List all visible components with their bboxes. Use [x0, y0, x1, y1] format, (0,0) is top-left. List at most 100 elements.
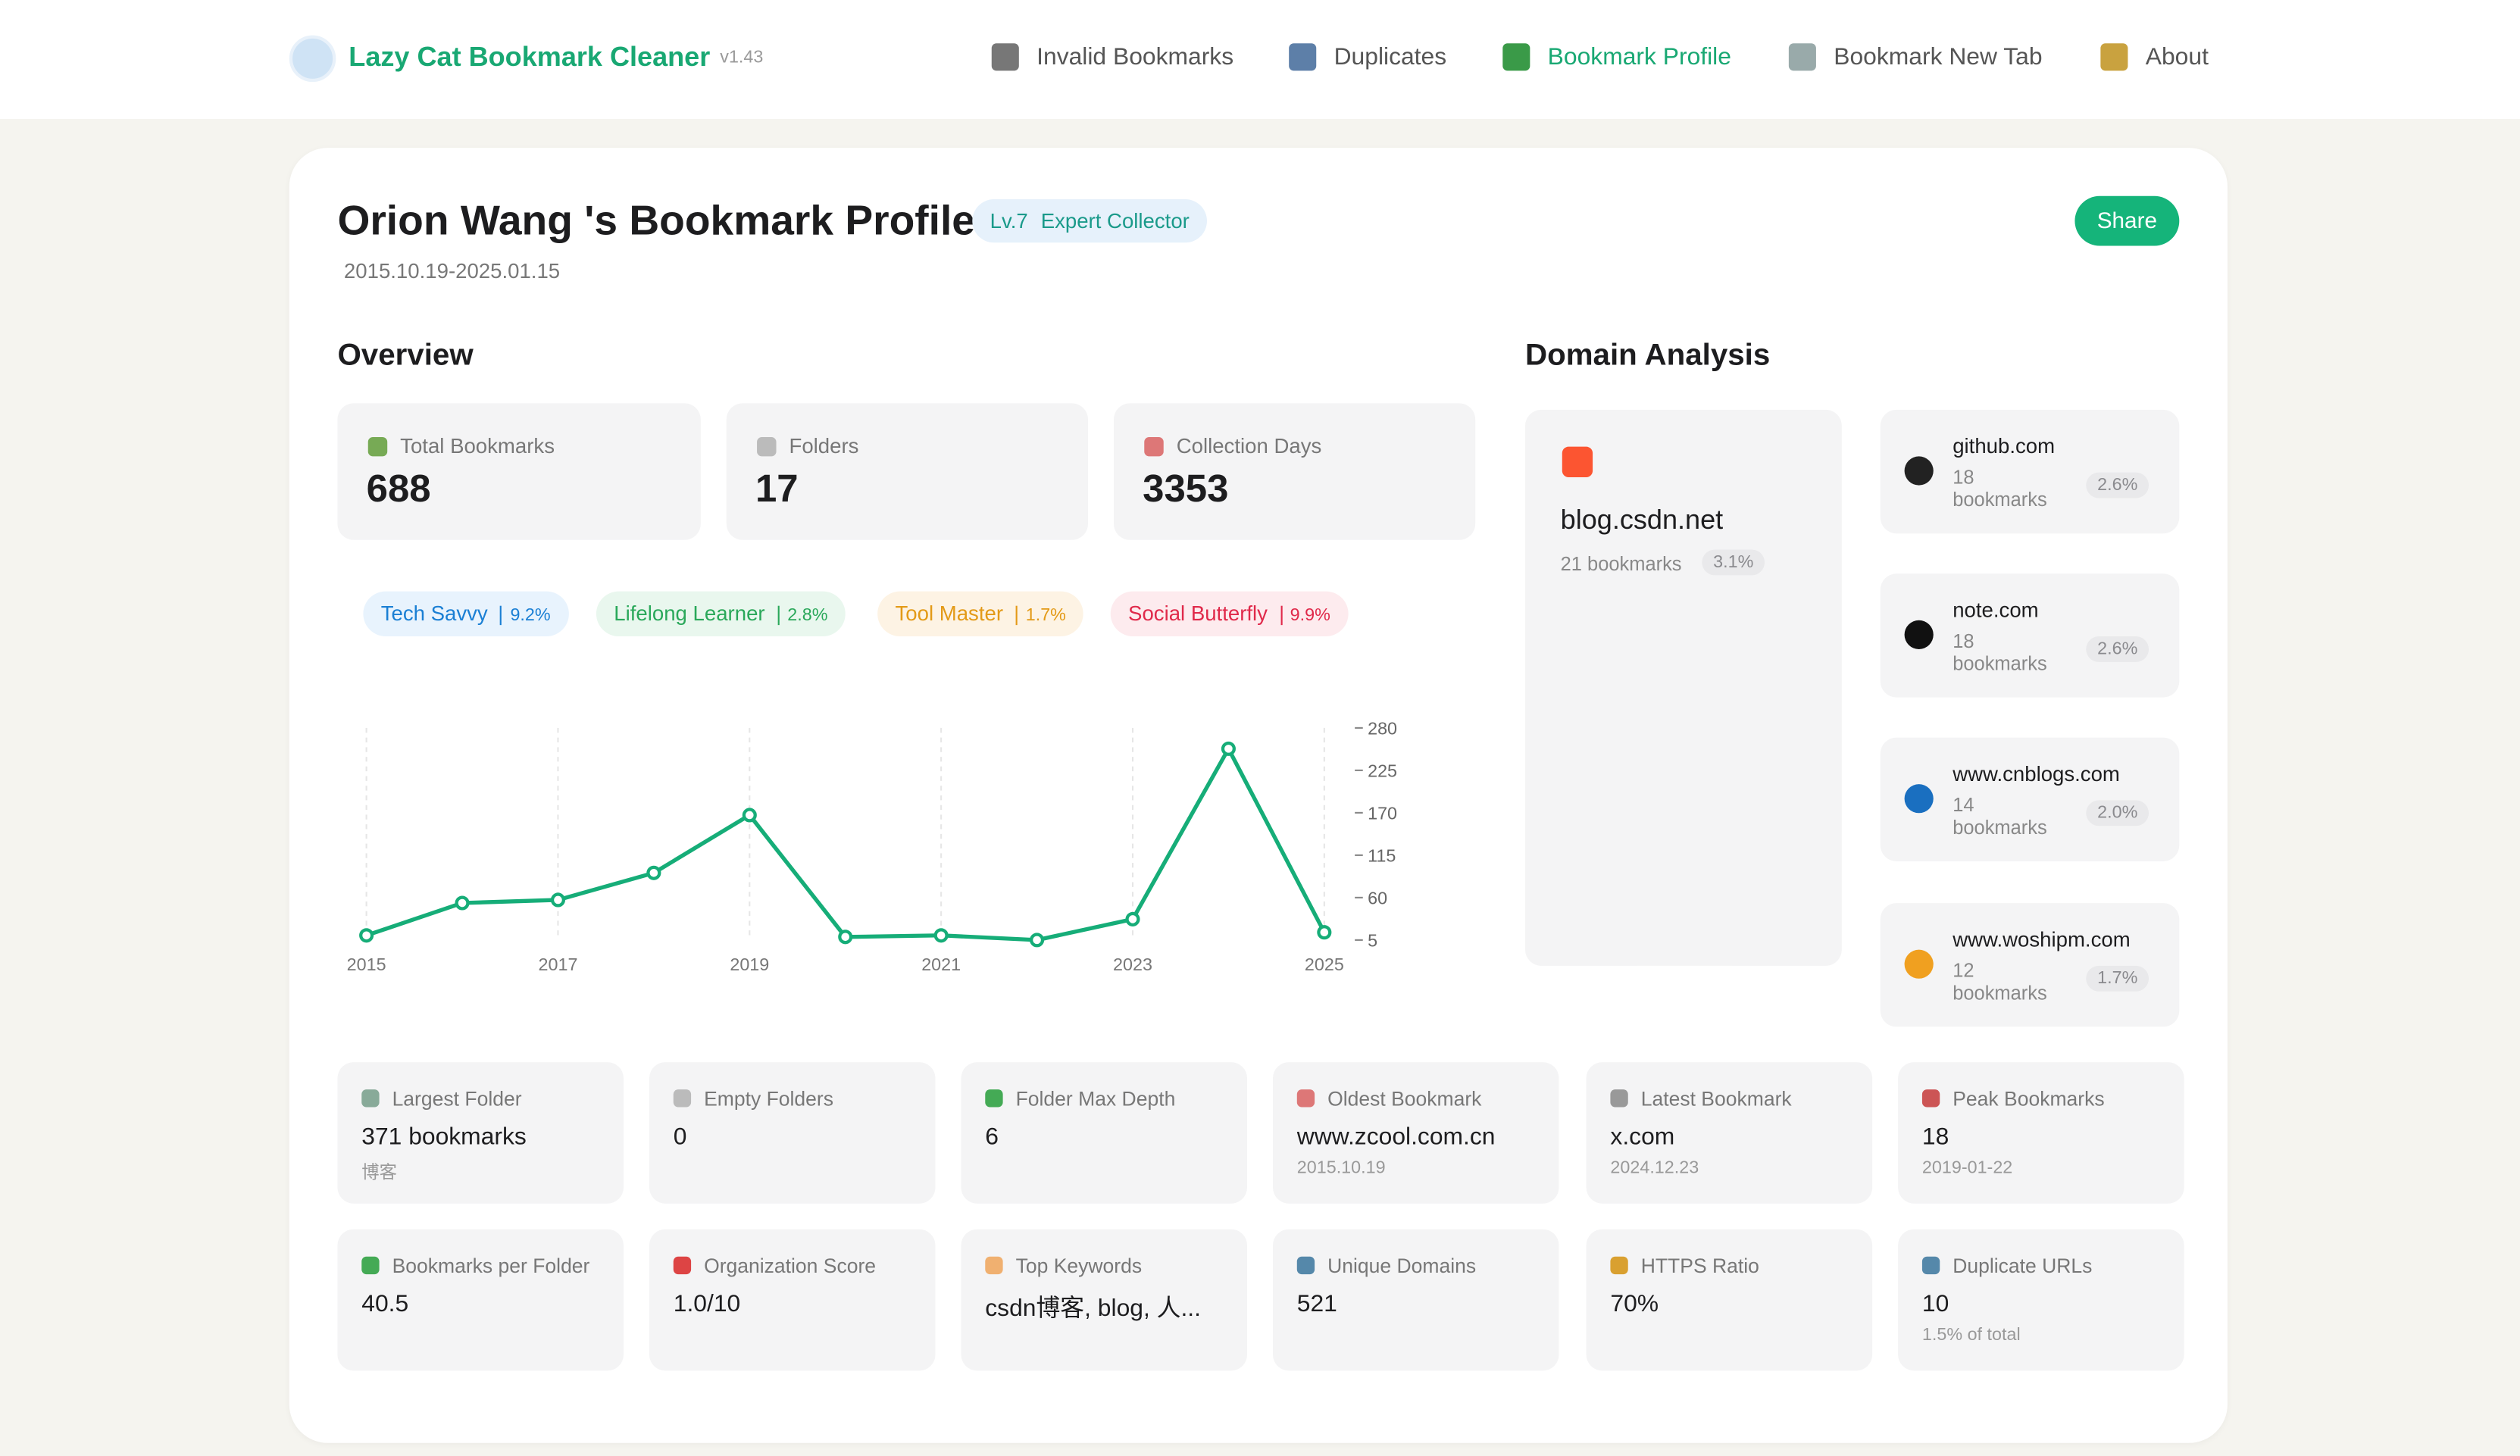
domain-percent: 1.7%: [2086, 965, 2150, 992]
stat-card: [1113, 403, 1476, 540]
detail-label: Folder Max Depth: [1015, 1088, 1176, 1111]
detail-value: www.zcool.com.cn: [1296, 1123, 1496, 1151]
domain-name: www.cnblogs.com: [1953, 761, 2120, 786]
domain-name: github.com: [1953, 433, 2056, 458]
detail-label: Empty Folders: [704, 1088, 834, 1111]
persona-tag: Lifelong Learner 2.8%: [596, 591, 846, 636]
detail-sub: 1.5% of total: [1921, 1325, 2021, 1345]
detail-value: csdn博客, blog, 人...: [985, 1295, 1201, 1323]
detail-icon: [1610, 1256, 1628, 1275]
detail-icon: [361, 1089, 380, 1108]
persona-tag: Tool Master 1.7%: [877, 591, 1084, 636]
detail-value: 371 bookmarks: [361, 1123, 527, 1151]
detail-value: 0: [673, 1123, 687, 1151]
app-version: v1.43: [720, 48, 764, 68]
stat-card: [726, 403, 1089, 540]
detail-label: Top Keywords: [1015, 1254, 1143, 1278]
nav-item[interactable]: Bookmark New Tab: [1834, 43, 2043, 71]
stat-icon: [367, 436, 388, 457]
detail-card: [649, 1229, 936, 1371]
section-heading: Overview: [337, 339, 474, 373]
domain-count: 18 bookmarks: [1953, 630, 2047, 675]
domain-count: 14 bookmarks: [1953, 793, 2047, 839]
tag-name: Lifelong Learner: [614, 601, 765, 626]
detail-label: Bookmarks per Folder: [392, 1254, 590, 1278]
domain-percent: 2.0%: [2086, 800, 2150, 826]
detail-label: HTTPS Ratio: [1640, 1254, 1759, 1278]
detail-icon: [1296, 1256, 1315, 1275]
tag-name: Tool Master: [895, 601, 1004, 626]
stat-icon: [757, 436, 777, 457]
domain-percent: 3.1%: [1702, 549, 1765, 576]
level: Lv.7: [990, 208, 1028, 233]
detail-icon: [985, 1089, 1003, 1108]
tag-percent: 2.8%: [777, 605, 828, 626]
detail-label: Duplicate URLs: [1953, 1254, 2093, 1278]
detail-value: 70%: [1610, 1290, 1659, 1318]
domain-count: 12 bookmarks: [1953, 959, 2047, 1005]
detail-card: [337, 1062, 624, 1204]
detail-value: 40.5: [361, 1290, 409, 1318]
domain-icon: [1904, 456, 1934, 486]
detail-icon: [673, 1089, 692, 1108]
domain-percent: 2.6%: [2086, 636, 2150, 662]
domain-icon: [1904, 620, 1934, 649]
domain-icon: [1562, 446, 1593, 477]
stat-label: Total Bookmarks: [400, 433, 555, 458]
detail-card: [1272, 1229, 1559, 1371]
stat-value: 688: [366, 467, 431, 511]
detail-card: [1898, 1062, 2184, 1204]
detail-icon: [1296, 1089, 1315, 1108]
detail-value: 521: [1296, 1290, 1337, 1318]
tag-name: Social Butterfly: [1128, 601, 1268, 626]
header-bar: [0, 0, 2520, 119]
nav-item[interactable]: Invalid Bookmarks: [1036, 43, 1234, 71]
detail-sub: 2024.12.23: [1610, 1158, 1699, 1178]
nav-icon: [991, 43, 1019, 71]
logo: [289, 35, 336, 83]
detail-icon: [1921, 1089, 1940, 1108]
nav-item[interactable]: Bookmark Profile: [1547, 43, 1731, 71]
detail-icon: [985, 1256, 1003, 1275]
share-button[interactable]: Share: [2074, 195, 2180, 246]
detail-value: 18: [1921, 1123, 1949, 1151]
stat-value: 3353: [1143, 467, 1229, 511]
detail-card: [961, 1062, 1248, 1204]
stat-card: [337, 403, 701, 540]
app-name: Lazy Cat Bookmark Cleaner: [349, 42, 711, 73]
nav-icon: [1788, 43, 1816, 71]
detail-label: Oldest Bookmark: [1327, 1088, 1482, 1111]
stat-label: Folders: [789, 433, 859, 458]
detail-label: Peak Bookmarks: [1953, 1088, 2105, 1111]
detail-icon: [1921, 1256, 1940, 1275]
tag-percent: 9.2%: [500, 605, 551, 626]
detail-sub: 2019-01-22: [1921, 1158, 2013, 1178]
domain-percent: 2.6%: [2086, 472, 2150, 498]
detail-card: [1898, 1229, 2184, 1371]
persona-tag: Tech Savvy 9.2%: [363, 591, 568, 636]
detail-label: Latest Bookmark: [1640, 1088, 1792, 1111]
top-domain-card: [1524, 409, 1842, 966]
profile-title: Orion Wang 's Bookmark Profile: [337, 195, 975, 245]
nav-item[interactable]: Duplicates: [1333, 43, 1447, 71]
domain-count: 21 bookmarks: [1560, 552, 1682, 576]
domain-icon: [1904, 949, 1934, 979]
domain-name: note.com: [1953, 598, 2039, 622]
detail-label: Unique Domains: [1327, 1254, 1477, 1278]
detail-value: x.com: [1610, 1123, 1675, 1151]
tag-percent: 1.7%: [1016, 605, 1066, 626]
detail-sub: 2015.10.19: [1296, 1158, 1386, 1178]
detail-value: 1.0/10: [673, 1290, 741, 1318]
detail-card: [961, 1229, 1248, 1371]
domain-icon: [1904, 784, 1934, 814]
nav-icon: [1289, 43, 1317, 71]
date-range: 2015.10.19-2025.01.15: [343, 258, 561, 283]
domain-name: www.woshipm.com: [1953, 926, 2131, 951]
nav-item[interactable]: About: [2145, 43, 2209, 71]
detail-card: [1272, 1062, 1559, 1204]
domain-count: 18 bookmarks: [1953, 466, 2047, 511]
detail-sub: 博客: [361, 1163, 397, 1183]
detail-card: [1586, 1062, 1873, 1204]
